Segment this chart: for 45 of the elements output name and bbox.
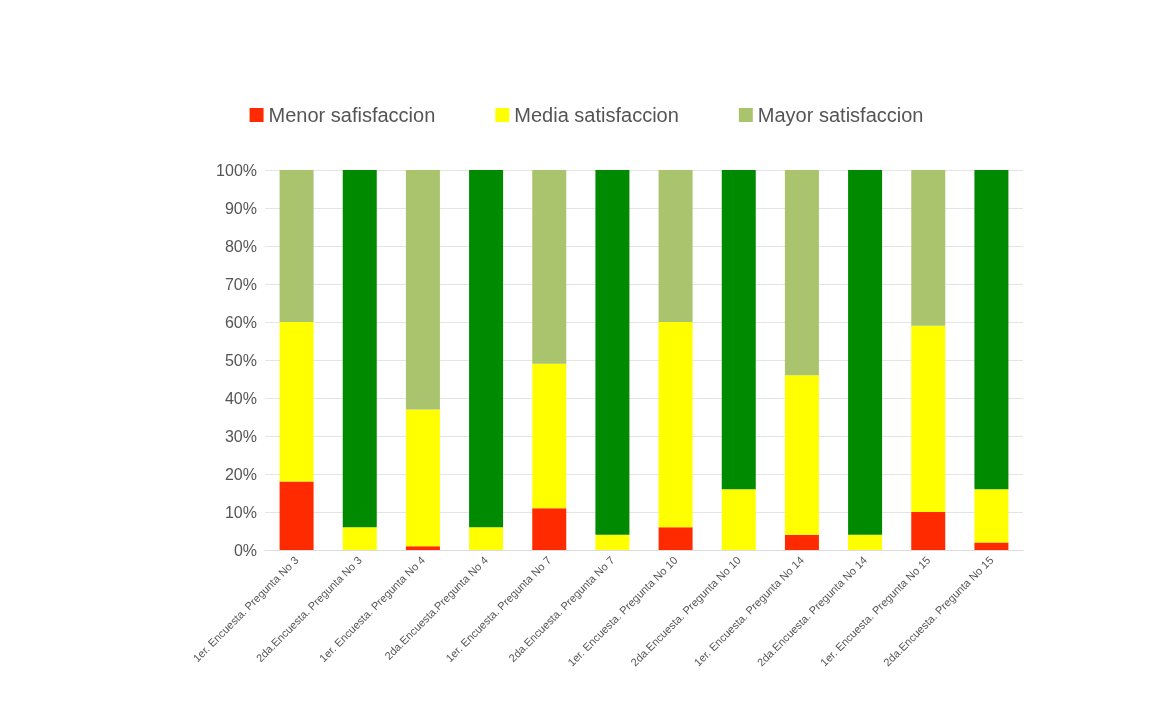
y-tick-label: 40% xyxy=(224,389,257,407)
bar xyxy=(658,322,693,528)
bar xyxy=(342,170,377,528)
bar xyxy=(784,375,819,535)
bar xyxy=(595,170,630,535)
bar xyxy=(784,534,819,550)
legend-label: Mayor satisfaccion xyxy=(757,104,924,126)
y-tick-label: 10% xyxy=(224,503,257,521)
bar xyxy=(784,170,819,376)
y-tick-label: 100% xyxy=(216,161,257,179)
bar xyxy=(974,489,1009,543)
bar xyxy=(721,489,756,550)
bar xyxy=(469,170,504,528)
bar xyxy=(342,527,377,550)
bar xyxy=(279,170,314,322)
bar xyxy=(532,170,567,364)
bar xyxy=(279,481,314,550)
bar xyxy=(279,322,314,482)
bar xyxy=(658,527,693,550)
y-tick-label: 60% xyxy=(224,313,257,331)
y-tick-label: 70% xyxy=(224,275,257,293)
bar xyxy=(974,170,1009,490)
bar xyxy=(911,325,946,512)
bar xyxy=(595,534,630,550)
y-tick-label: 30% xyxy=(224,427,257,445)
bar xyxy=(532,508,567,550)
bar xyxy=(405,409,440,547)
bar xyxy=(405,170,440,410)
bar xyxy=(658,170,693,322)
bar xyxy=(721,170,756,490)
bar xyxy=(848,170,883,535)
y-tick-label: 0% xyxy=(233,541,257,559)
bar xyxy=(911,512,946,550)
bar xyxy=(848,534,883,550)
bar xyxy=(974,542,1009,550)
y-tick-label: 20% xyxy=(224,465,257,483)
bar xyxy=(405,546,440,550)
y-tick-label: 50% xyxy=(224,351,257,369)
y-tick-label: 90% xyxy=(224,199,257,217)
legend-label: Menor safisfaccion xyxy=(268,104,436,126)
bar xyxy=(469,527,504,550)
y-tick-label: 80% xyxy=(224,237,257,255)
legend-label: Media satisfaccion xyxy=(514,104,679,126)
bar xyxy=(532,363,567,509)
bar xyxy=(911,170,946,326)
